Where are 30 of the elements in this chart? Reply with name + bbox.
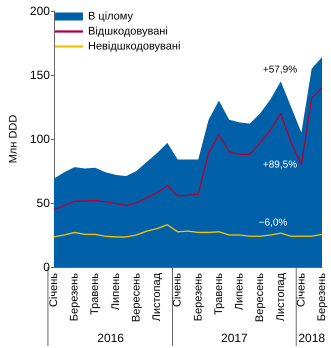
x-tick-label: Травень (89, 272, 102, 315)
text: 2017 (221, 331, 248, 345)
legend-label: В цілому (88, 10, 134, 22)
text: 2018 (298, 331, 326, 345)
x-tick-label: Вересень (130, 272, 142, 322)
x-tick-label: Вересень (254, 272, 266, 322)
x-tick-label: Листопад (274, 272, 287, 322)
x-tick-label: Липень (110, 272, 122, 310)
y-tick-label: 50 (36, 196, 50, 210)
x-tick-label: Березень (192, 272, 204, 322)
x-tick-label: Січень (172, 272, 184, 308)
line-series (53, 87, 323, 210)
x-tick-label: Березень (316, 272, 328, 322)
y-tick-label: 0 (43, 260, 50, 274)
x-tick-label: Березень (68, 272, 81, 322)
x-tick-label: Липень (234, 272, 246, 310)
y-tick-label: 100 (30, 132, 50, 146)
annotation: −6,0% (258, 218, 288, 228)
legend-label: Невідшкодовувані (88, 40, 180, 52)
text: 2016 (97, 331, 124, 345)
annotation: +89,5% (262, 160, 298, 170)
x-tick-label: Травень (212, 272, 225, 315)
legend-label: Відшкодовувані (88, 26, 168, 38)
x-tick-label: Січень (295, 272, 308, 308)
x-tick-label: Листопад (151, 272, 164, 322)
y-axis-title: Млн DDD (8, 114, 20, 164)
y-tick-label: 200 (30, 4, 50, 18)
y-tick-label: 150 (30, 68, 50, 82)
annotation: +57,9% (262, 64, 298, 76)
x-tick-label: Січень (48, 272, 60, 308)
